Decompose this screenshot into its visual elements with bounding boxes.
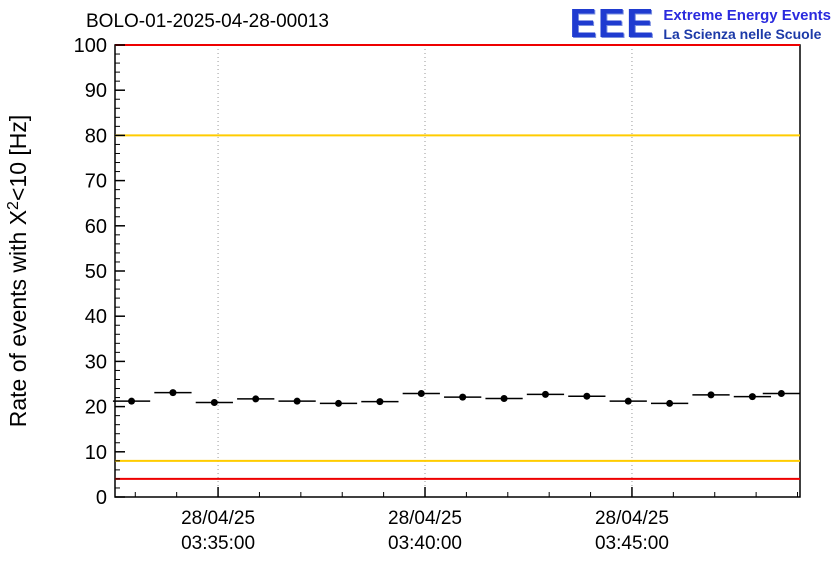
x-tick-date: 28/04/25 [595,508,669,529]
data-point [293,397,301,405]
y-tick-label: 50 [85,261,107,283]
y-tick-label: 60 [85,216,107,238]
data-series [112,389,800,407]
reference-lines [115,44,800,480]
data-point [376,398,384,406]
x-tick-date: 28/04/25 [181,508,255,529]
vertical-gridlines [217,45,633,497]
x-tick-date: 28/04/25 [388,508,462,529]
data-point [252,395,260,403]
y-axis-title: Rate of events with X2<10 [Hz] [5,115,31,428]
x-axis: 28/04/25 03:35:00 28/04/25 03:40:00 28/04/25… [134,487,799,554]
plot-title: BOLO-01-2025-04-28-00013 [86,11,329,32]
y-tick-label: 20 [85,397,107,419]
data-point [500,394,508,402]
data-point [624,397,632,405]
y-tick-label: 80 [85,125,107,147]
data-point [748,393,756,401]
data-point [210,399,218,407]
x-tick-time: 03:40:00 [388,533,462,554]
eee-logo: EEE Extreme Energy Events La Scienza nel… [569,0,831,46]
x-tick-time: 03:45:00 [595,533,669,554]
y-tick-label: 30 [85,351,107,373]
y-tick-label: 0 [96,487,107,509]
data-point [417,389,425,397]
data-point [777,389,785,397]
y-tick-label: 70 [85,171,107,193]
data-point [335,399,343,407]
chart-root: 010203040506070809010028/04/2503:35:0028… [5,35,801,554]
y-axis: 0 10 20 30 40 50 60 70 80 90 100 [74,35,125,509]
data-point [583,392,591,400]
data-point [541,390,549,398]
y-tick-label: 90 [85,80,107,102]
eee-logo-acronym: EEE [569,0,655,46]
y-tick-label: 100 [74,35,107,57]
data-point [666,399,674,407]
data-point [128,397,136,405]
data-point [707,391,715,399]
y-tick-label: 10 [85,442,107,464]
eee-logo-line2: La Scienza nelle Scuole [663,25,822,42]
data-point [169,389,177,397]
x-tick-time: 03:35:00 [181,533,255,554]
data-point [459,393,467,401]
eee-logo-text: Extreme Energy Events La Scienza nelle S… [663,3,831,43]
y-tick-label: 40 [85,306,107,328]
eee-logo-line1: Extreme Energy Events [663,7,831,24]
